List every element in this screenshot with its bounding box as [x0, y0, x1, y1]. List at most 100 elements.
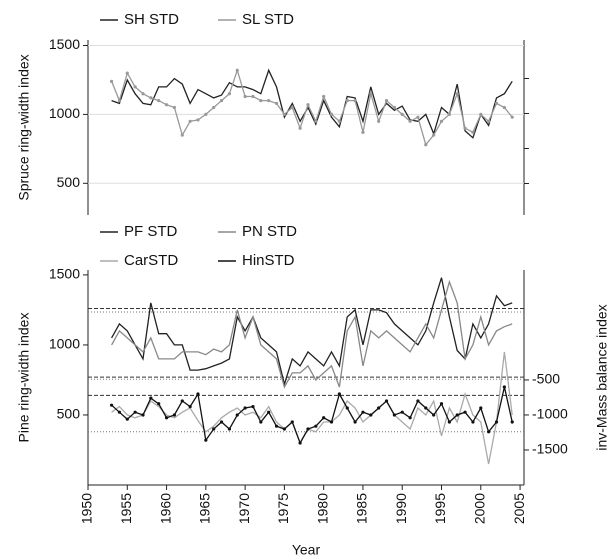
point: [227, 427, 232, 431]
point: [267, 99, 271, 103]
y2-tick-label: -1000: [532, 406, 568, 422]
series-line: [111, 386, 513, 445]
point: [502, 385, 506, 389]
point: [439, 119, 444, 123]
point: [353, 99, 357, 103]
y-axis-label: Pine ring-width index: [16, 313, 32, 443]
point: [235, 413, 239, 417]
point: [392, 105, 396, 110]
point: [188, 404, 192, 409]
point: [314, 119, 318, 123]
point: [353, 420, 357, 424]
y2-tick-label: -500: [532, 371, 560, 387]
point: [196, 118, 200, 122]
point: [196, 392, 200, 396]
point: [408, 119, 412, 123]
point: [447, 112, 451, 117]
point: [439, 402, 444, 406]
y-tick-label: 500: [57, 174, 81, 190]
x-tick-label: 1960: [157, 493, 173, 524]
point: [172, 105, 177, 110]
point: [149, 96, 153, 100]
point: [141, 92, 145, 96]
point: [282, 427, 286, 431]
x-tick-label: 2005: [511, 493, 527, 524]
x-tick-label: 1995: [432, 493, 448, 524]
point: [337, 119, 341, 123]
point: [227, 92, 232, 96]
point: [424, 406, 428, 410]
y2-axis-label: inv-Mass balance index: [594, 304, 610, 450]
point: [377, 119, 381, 123]
point: [392, 413, 396, 417]
point: [267, 410, 271, 414]
point: [164, 416, 169, 420]
point: [235, 68, 239, 72]
y-tick-label: 500: [57, 406, 81, 422]
point: [487, 430, 491, 434]
point: [361, 130, 365, 134]
point: [494, 101, 499, 105]
x-tick-label: 1955: [118, 493, 134, 524]
point: [290, 105, 294, 110]
point: [188, 119, 192, 123]
point: [125, 417, 129, 421]
point: [204, 438, 208, 442]
point: [361, 410, 365, 414]
point: [298, 126, 302, 130]
point: [510, 115, 514, 119]
series-line: [111, 277, 513, 387]
point: [243, 406, 247, 410]
point: [180, 399, 184, 403]
point: [117, 410, 122, 414]
point: [345, 406, 349, 410]
point: [314, 424, 318, 428]
series-line: [111, 279, 513, 389]
point: [298, 441, 302, 445]
series-line: [111, 68, 513, 139]
point: [384, 399, 389, 403]
legend-label: HinSTD: [242, 252, 295, 269]
point: [109, 403, 114, 407]
point: [384, 99, 389, 103]
point: [133, 85, 137, 89]
x-tick-label: 1970: [236, 493, 252, 524]
point: [479, 406, 483, 410]
point: [463, 126, 467, 130]
point: [282, 112, 286, 117]
point: [109, 79, 114, 83]
y-tick-label: 1000: [49, 105, 80, 121]
x-tick-label: 1990: [393, 493, 409, 524]
legend-label: PN STD: [242, 223, 297, 240]
point: [455, 413, 459, 417]
point: [471, 130, 475, 134]
point: [416, 399, 420, 403]
point: [212, 427, 216, 431]
point: [133, 410, 137, 414]
point: [494, 420, 499, 424]
point: [259, 99, 263, 103]
point: [400, 410, 404, 414]
legend-label: CarSTD: [124, 252, 178, 269]
point: [274, 101, 279, 105]
legend-label: SH STD: [124, 11, 179, 28]
series-line: [110, 68, 513, 147]
point: [502, 105, 506, 110]
y2-tick-label: -1500: [532, 441, 568, 457]
point: [117, 99, 122, 103]
legend-label: SL STD: [242, 11, 294, 28]
point: [259, 420, 263, 424]
point: [290, 420, 294, 424]
point: [510, 420, 514, 424]
point: [432, 413, 436, 417]
x-tick-label: 1985: [354, 493, 370, 524]
point: [251, 94, 255, 99]
y-tick-label: 1000: [49, 336, 80, 352]
x-tick-label: 1980: [314, 493, 330, 524]
point: [180, 133, 184, 137]
point: [471, 420, 475, 424]
point: [329, 112, 334, 117]
point: [479, 112, 483, 117]
x-tick-label: 2000: [471, 493, 487, 524]
